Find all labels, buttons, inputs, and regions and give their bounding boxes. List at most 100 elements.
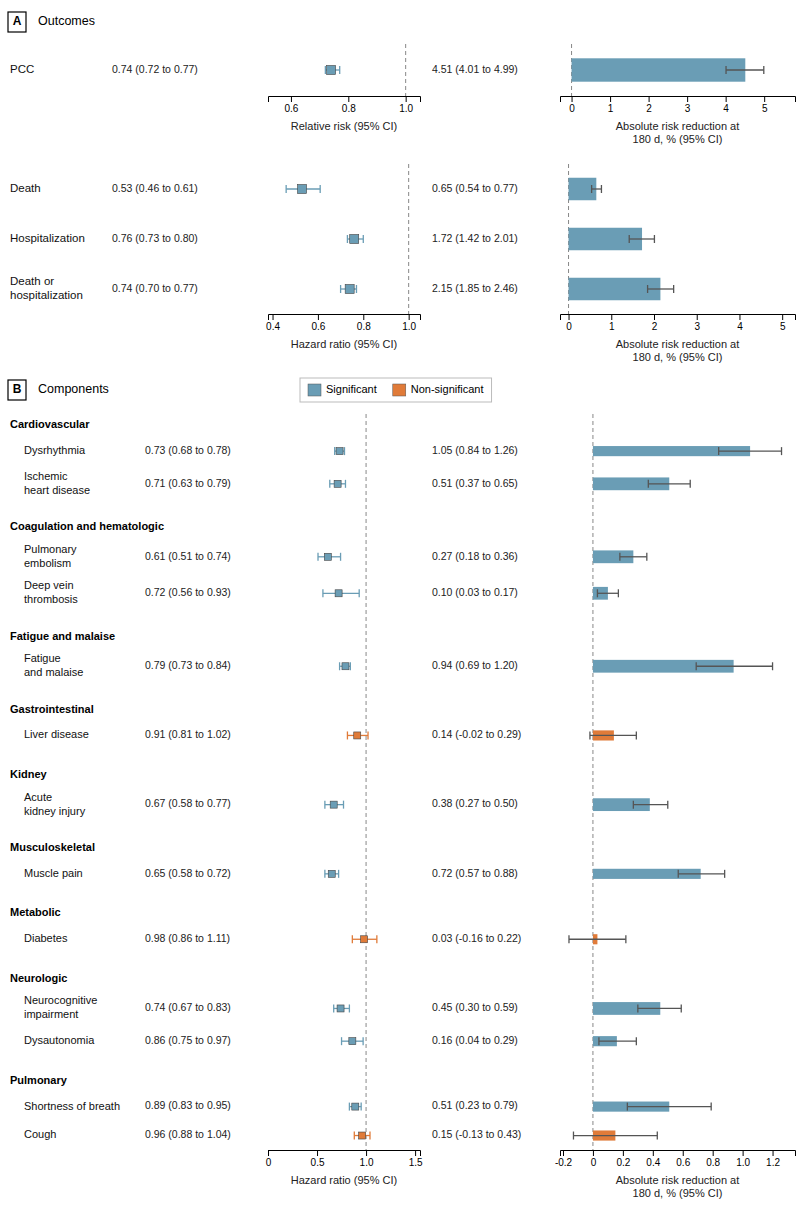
- tick-mark: [764, 96, 765, 102]
- error-cap: [341, 1037, 342, 1045]
- value-label: 0.79 (0.73 to 0.84): [145, 659, 231, 671]
- error-cap: [350, 662, 351, 670]
- group-label: Metabolic: [10, 906, 61, 918]
- reference-line: [408, 164, 409, 314]
- tick-label: 4: [737, 321, 743, 332]
- tick: 5: [762, 96, 768, 114]
- error-cap: [340, 285, 341, 293]
- plot-area: [325, 44, 405, 96]
- row-label: Muscle pain: [24, 867, 83, 879]
- tick-mark: [268, 1150, 269, 1156]
- tick: 0: [566, 314, 572, 332]
- tick-mark: [291, 96, 292, 102]
- row-label: PCC: [10, 63, 34, 75]
- row-label: thrombosis: [24, 593, 78, 605]
- error-cap: [568, 935, 569, 943]
- value-label: 0.38 (0.27 to 0.50): [432, 797, 518, 809]
- error-cap: [285, 185, 286, 193]
- value-label: 1.72 (1.42 to 2.01): [432, 232, 518, 244]
- group-label: Pulmonary: [10, 1074, 68, 1086]
- point: [352, 1103, 359, 1110]
- error-cap: [690, 480, 691, 488]
- panel-label: B: [13, 382, 22, 396]
- value-label: 2.15 (1.85 to 2.46): [432, 282, 518, 294]
- error-cap: [681, 1004, 682, 1012]
- group-label: Cardiovascular: [10, 418, 90, 430]
- tick-mark: [366, 1150, 367, 1156]
- tick-mark: [743, 1150, 744, 1156]
- text-layer: AOutcomesRelative risk (95% CI)Absolute …: [8, 12, 739, 1199]
- axis-line: [269, 315, 421, 321]
- tick-label: 0: [566, 321, 572, 332]
- error-bar: [638, 1008, 681, 1009]
- point: [327, 66, 336, 75]
- error-cap: [711, 1103, 712, 1111]
- plot-area: [569, 164, 674, 314]
- row-label: Death or: [10, 275, 54, 287]
- tick: 0.6: [311, 314, 325, 332]
- point: [335, 590, 342, 597]
- row-label: Liver disease: [24, 728, 89, 740]
- tick-label: 0.8: [342, 103, 356, 114]
- tick-mark: [569, 314, 570, 320]
- bar: [569, 178, 597, 201]
- point: [334, 480, 341, 487]
- error-cap: [317, 553, 318, 561]
- error-cap: [320, 185, 321, 193]
- legend-label: Significant: [326, 383, 377, 395]
- value-label: 0.71 (0.63 to 0.79): [145, 477, 231, 489]
- value-label: 0.65 (0.58 to 0.72): [145, 867, 231, 879]
- x-axis: -0.200.20.40.60.81.01.2: [555, 1150, 796, 1168]
- value-label: 0.53 (0.46 to 0.61): [112, 182, 198, 194]
- tick-mark: [697, 314, 698, 320]
- tick-label: 0.2: [616, 1157, 630, 1168]
- row-label: Fatigue: [24, 652, 61, 664]
- background: [0, 0, 810, 1227]
- error-cap: [627, 1103, 628, 1111]
- error-cap: [646, 553, 647, 561]
- error-cap: [367, 731, 368, 739]
- value-label: 0.74 (0.70 to 0.77): [112, 282, 198, 294]
- tick: 4: [737, 314, 743, 332]
- tick-label: 1.5: [409, 1157, 423, 1168]
- tick-mark: [611, 314, 612, 320]
- tick-label: 0: [266, 1157, 272, 1168]
- error-cap: [725, 66, 726, 74]
- tick-label: 5: [762, 103, 768, 114]
- error-cap: [349, 1004, 350, 1012]
- error-cap: [334, 447, 335, 455]
- error-bar: [719, 450, 782, 451]
- row-label: Pulmonary: [24, 543, 77, 555]
- legend-label: Non-significant: [411, 383, 484, 395]
- tick-mark: [713, 1150, 714, 1156]
- value-label: 0.76 (0.73 to 0.80): [112, 232, 198, 244]
- tick-label: 1.2: [766, 1157, 780, 1168]
- error-cap: [340, 553, 341, 561]
- value-label: 1.05 (0.84 to 1.26): [432, 444, 518, 456]
- tick-label: 1.0: [360, 1157, 374, 1168]
- row-label: hospitalization: [10, 289, 83, 301]
- tick-mark: [653, 1150, 654, 1156]
- error-cap: [322, 589, 323, 597]
- error-cap: [347, 235, 348, 243]
- tick-label: 0.6: [284, 103, 298, 114]
- row-label: Diabetes: [24, 932, 68, 944]
- tick: 3: [685, 96, 691, 114]
- tick-mark: [773, 1150, 774, 1156]
- axis-title: 180 d, % (95% CI): [633, 351, 723, 363]
- value-label: 0.86 (0.75 to 0.97): [145, 1034, 231, 1046]
- group-label: Fatigue and malaise: [10, 630, 115, 642]
- point: [324, 553, 331, 560]
- error-cap: [356, 285, 357, 293]
- error-cap: [339, 662, 340, 670]
- error-cap: [772, 662, 773, 670]
- tick: 0.6: [676, 1150, 690, 1168]
- tick-mark: [273, 314, 274, 320]
- value-label: 0.27 (0.18 to 0.36): [432, 550, 518, 562]
- error-cap: [333, 1004, 334, 1012]
- plot-area: [572, 44, 764, 96]
- tick: 1.0: [402, 314, 416, 332]
- value-label: 0.67 (0.58 to 0.77): [145, 797, 231, 809]
- axis-title: Absolute risk reduction at: [616, 338, 740, 350]
- value-label: 4.51 (4.01 to 4.99): [432, 63, 518, 75]
